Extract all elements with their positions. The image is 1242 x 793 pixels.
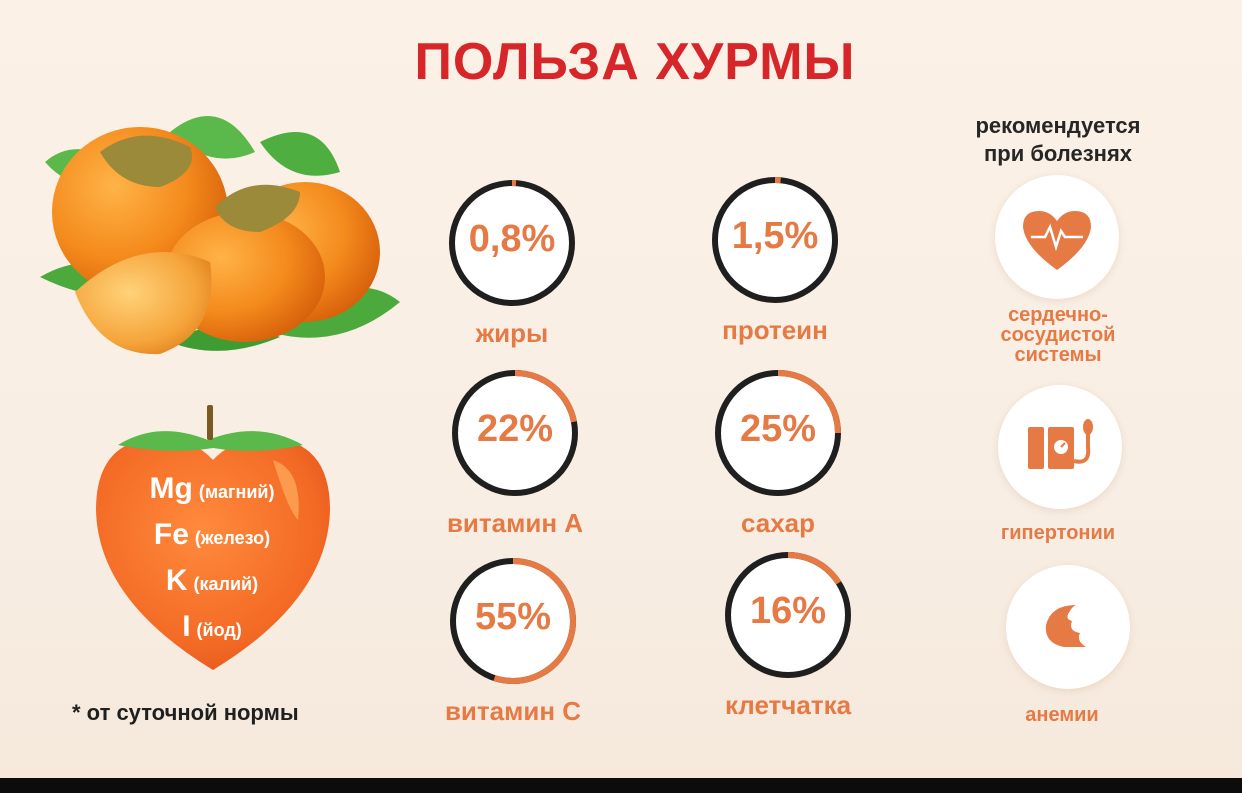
nutrient-progress-arc <box>450 558 576 684</box>
blood-drop-icon <box>1045 605 1086 647</box>
persimmon-heart-illustration <box>96 405 330 670</box>
disease-label: гипертонии <box>940 523 1176 543</box>
nutrient-value: 16% <box>749 590 827 632</box>
nutrient-label: клетчатка <box>724 690 852 720</box>
mineral-i: I (йод) <box>112 610 312 656</box>
nutrient-label: жиры <box>475 318 549 348</box>
nutrient-progress-arc <box>715 370 841 496</box>
nutrient-value: 55% <box>474 596 552 638</box>
ring-chart <box>712 177 838 303</box>
nutrient-progress-arc <box>452 370 578 496</box>
recommended-heading-line: рекомендуется <box>975 113 1141 138</box>
disease-icon-circle <box>998 385 1122 509</box>
ring-chart <box>725 552 851 678</box>
blood-pressure-icon <box>1028 419 1093 469</box>
nutrient-ring-protein: 1,5% протеин <box>675 175 875 355</box>
mineral-name: (магний) <box>198 482 275 502</box>
disease-label-line: анемии <box>1025 704 1099 726</box>
persimmon-illustration <box>40 116 400 355</box>
heart-pulse-icon <box>1023 211 1091 270</box>
mineral-symbol: Fe <box>153 518 189 551</box>
nutrient-label: витамин А <box>446 508 584 538</box>
ring-chart <box>449 180 575 306</box>
nutrient-ring-fiber: 16% клетчатка <box>688 550 888 730</box>
mineral-symbol: Mg <box>149 472 193 505</box>
mineral-name: (железо) <box>194 528 271 548</box>
recommended-heading-line: при болезнях <box>983 141 1133 166</box>
bottom-bar <box>0 778 1242 793</box>
disease-label-line: сосудистой <box>1000 324 1116 346</box>
disease-icon-circle <box>1006 565 1130 689</box>
disease-label-line: системы <box>1014 344 1102 366</box>
recommended-heading: рекомендуется при болезнях <box>940 112 1176 168</box>
mineral-symbol: I <box>182 610 191 643</box>
nutrient-value: 0,8% <box>468 218 556 260</box>
mineral-symbol: K <box>165 564 188 597</box>
mineral-k: K (калий) <box>112 564 312 610</box>
nutrient-label: протеин <box>722 315 828 345</box>
nutrient-progress-arc <box>712 177 838 303</box>
mineral-name: (йод) <box>196 620 242 640</box>
disease-label-line: гипертонии <box>1000 522 1116 544</box>
nutrient-progress-arc <box>449 180 575 306</box>
nutrient-ring-fat: 0,8% жиры <box>412 178 612 358</box>
minerals-list: Mg (магний) Fe (железо) K (калий) I (йод… <box>112 472 312 656</box>
mineral-mg: Mg (магний) <box>112 472 312 518</box>
nutrient-ring-vitamin-a: 22% витамин А <box>415 368 615 548</box>
nutrient-value: 1,5% <box>731 215 819 257</box>
disease-label: анемии <box>944 705 1180 725</box>
nutrient-value: 22% <box>476 408 554 450</box>
mineral-fe: Fe (железо) <box>112 518 312 564</box>
ring-chart <box>452 370 578 496</box>
nutrient-ring-sugar: 25% сахар <box>678 368 878 548</box>
footnote: * от суточной нормы <box>72 700 299 725</box>
mineral-name: (калий) <box>193 574 259 594</box>
disease-label-line: сердечно- <box>1008 304 1108 326</box>
disease-label: сердечно- сосудистой системы <box>940 305 1176 365</box>
nutrient-value: 25% <box>739 408 817 450</box>
ring-chart <box>450 558 576 684</box>
nutrient-label: сахар <box>740 508 816 538</box>
nutrient-label: витамин С <box>444 696 582 726</box>
page-title: ПОЛЬЗА ХУРМЫ <box>414 33 856 91</box>
ring-chart <box>715 370 841 496</box>
nutrient-progress-arc <box>725 552 851 678</box>
nutrient-ring-vitamin-c: 55% витамин С <box>413 556 613 736</box>
disease-icon-circle <box>995 175 1119 299</box>
